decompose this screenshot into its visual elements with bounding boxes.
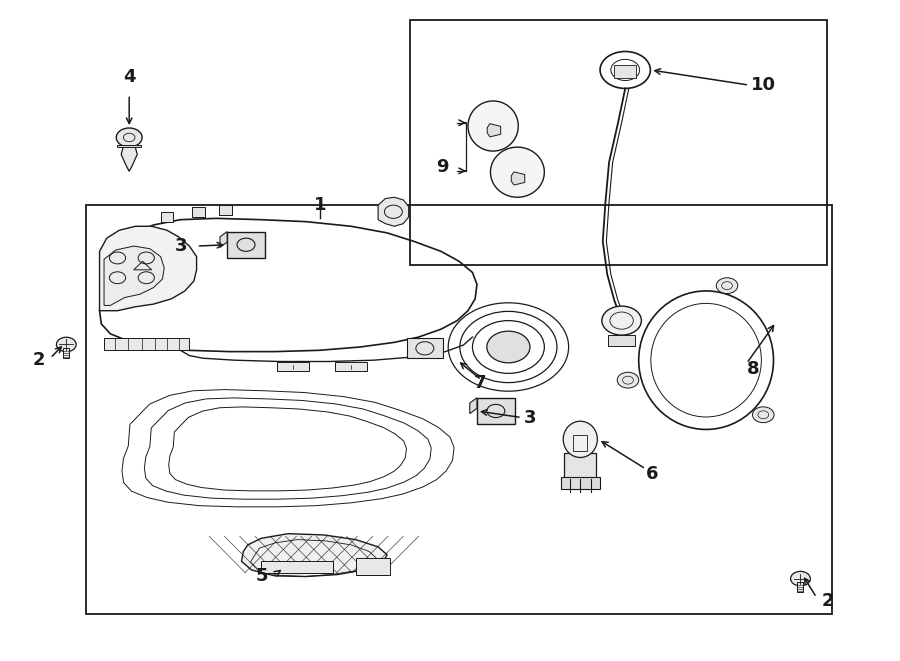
Bar — [608, 335, 635, 346]
Circle shape — [752, 407, 774, 422]
Bar — [276, 362, 309, 371]
Circle shape — [602, 306, 642, 335]
Bar — [117, 145, 141, 147]
Text: 4: 4 — [123, 67, 135, 85]
Polygon shape — [241, 533, 387, 576]
Bar — [615, 65, 636, 78]
Bar — [160, 212, 173, 221]
Text: 6: 6 — [646, 465, 659, 483]
Bar — [63, 348, 69, 358]
Text: 7: 7 — [473, 374, 486, 392]
Text: 9: 9 — [436, 158, 448, 176]
Circle shape — [617, 372, 639, 388]
Bar — [192, 207, 204, 217]
Polygon shape — [122, 146, 137, 171]
Bar — [573, 435, 588, 451]
Polygon shape — [220, 231, 227, 247]
Ellipse shape — [563, 421, 598, 457]
Circle shape — [116, 128, 142, 147]
Text: 2: 2 — [33, 351, 46, 369]
Bar — [477, 398, 515, 424]
Bar — [227, 231, 265, 258]
Polygon shape — [491, 147, 544, 197]
Circle shape — [57, 337, 76, 352]
Polygon shape — [104, 246, 164, 305]
Text: 3: 3 — [176, 237, 187, 255]
Text: 5: 5 — [256, 567, 268, 585]
Bar — [561, 477, 600, 488]
Bar — [219, 205, 231, 215]
Bar — [335, 362, 367, 371]
Bar — [410, 20, 827, 264]
Polygon shape — [511, 172, 525, 185]
Bar — [356, 558, 390, 574]
Circle shape — [487, 331, 530, 363]
Polygon shape — [487, 124, 500, 137]
Bar — [86, 205, 832, 614]
Bar — [104, 338, 189, 350]
Circle shape — [790, 571, 810, 586]
Bar — [797, 582, 804, 592]
Bar — [564, 453, 597, 479]
Polygon shape — [378, 197, 409, 226]
Text: 1: 1 — [313, 196, 326, 214]
Text: 10: 10 — [751, 76, 776, 94]
Circle shape — [716, 278, 738, 293]
Text: 2: 2 — [821, 592, 833, 610]
Polygon shape — [468, 101, 518, 151]
Polygon shape — [470, 398, 477, 414]
Bar — [261, 561, 333, 573]
Text: 8: 8 — [746, 360, 760, 377]
Polygon shape — [100, 226, 196, 311]
Text: 3: 3 — [524, 408, 536, 426]
Bar — [407, 338, 443, 358]
